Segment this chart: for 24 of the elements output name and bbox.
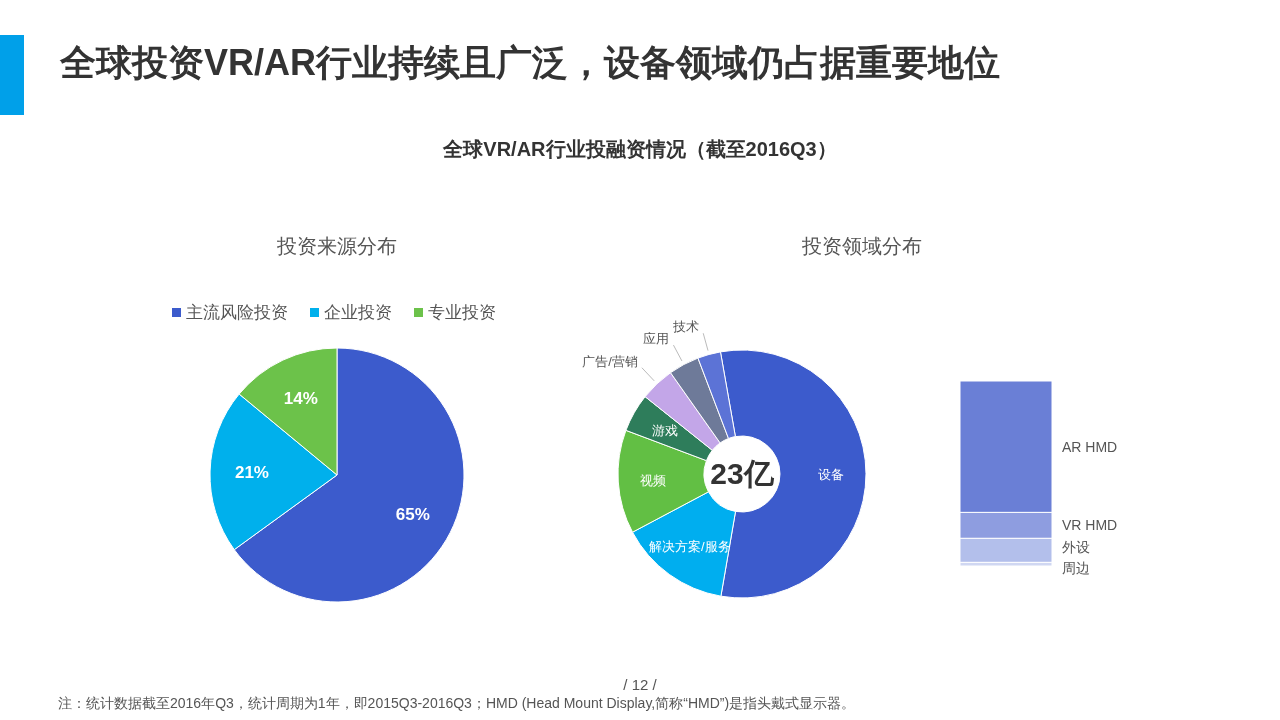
slice-label: 游戏 xyxy=(651,423,678,439)
text: / 12 / xyxy=(623,676,658,693)
slice-label: 解决方案/服务 xyxy=(649,539,731,555)
slice-label: 技术 xyxy=(672,319,700,335)
data-label: 65% xyxy=(395,504,430,524)
slice-label: 设备 xyxy=(818,466,844,482)
text: 23亿 xyxy=(710,457,775,490)
slice-label: 视频 xyxy=(640,472,667,488)
slice-label: 广告/营销 xyxy=(582,353,638,369)
data-label: 14% xyxy=(283,389,318,409)
legend-label: 专业投资 xyxy=(428,303,496,322)
legend-label: 主流风险投资 xyxy=(186,303,288,322)
chart-title: 投资领域分布 xyxy=(801,235,922,257)
data-label: 21% xyxy=(234,463,269,483)
text: 注：统计数据截至2016年Q3，统计周期为1年，即2015Q3-2016Q3；HMD (Head Mount Display,简称“HMD”)是指头戴式显示器。 xyxy=(58,695,856,711)
series-label: AR HMD xyxy=(1062,438,1118,455)
slice-label: 应用 xyxy=(643,331,670,347)
series-label: VR HMD xyxy=(1062,517,1118,534)
text: 全球VR/AR行业投融资情况（截至2016Q3） xyxy=(442,138,837,160)
legend-label: 企业投资 xyxy=(324,303,392,322)
text: 全球投资VR/AR行业持续且广泛，设备领域仍占据重要地位 xyxy=(59,42,1001,83)
chart-title: 投资来源分布 xyxy=(276,235,397,257)
series-label: 周边 xyxy=(1062,560,1090,576)
series-label: 外设 xyxy=(1062,539,1090,556)
